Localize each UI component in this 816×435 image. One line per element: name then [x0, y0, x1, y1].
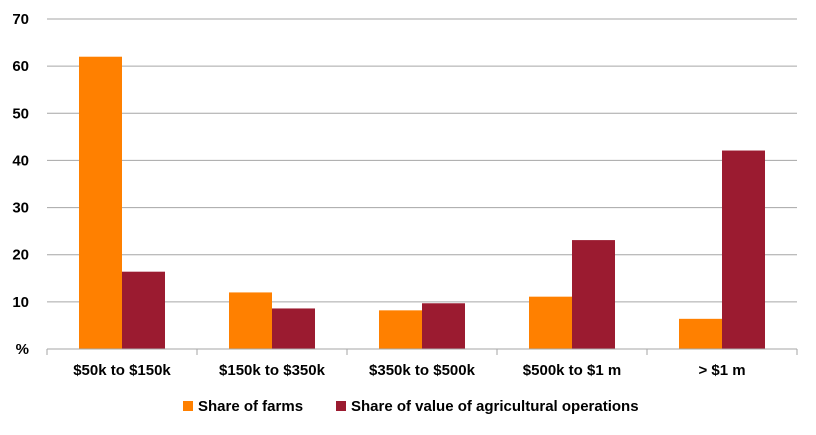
bars [79, 56, 765, 349]
bar-share-of-value-3 [572, 240, 615, 349]
legend-swatch-share-of-farms [183, 401, 193, 411]
legend-label-share-of-value: Share of value of agricultural operation… [351, 398, 639, 415]
bar-share-of-value-2 [422, 303, 465, 349]
y-tick-label: 10 [12, 294, 29, 311]
bar-share-of-farms-2 [379, 310, 422, 349]
x-category-label: $150k to $350k [219, 362, 326, 379]
gridlines [47, 18, 797, 303]
y-axis-ticks: % 10 20 30 40 50 60 70 [12, 11, 29, 358]
bar-share-of-farms-0 [79, 56, 122, 349]
x-category-label: > $1 m [698, 362, 745, 379]
y-tick-label: 50 [12, 105, 29, 122]
y-tick-label: 30 [12, 200, 29, 217]
bar-share-of-farms-3 [529, 296, 572, 349]
x-category-label: $500k to $1 m [523, 362, 621, 379]
x-category-label: $350k to $500k [369, 362, 476, 379]
legend-swatch-share-of-value [336, 401, 346, 411]
bar-share-of-value-1 [272, 308, 315, 349]
y-tick-label: 60 [12, 58, 29, 75]
legend: Share of farms Share of value of agricul… [183, 398, 639, 415]
x-axis: $50k to $150k $150k to $350k $350k to $500… [46, 348, 798, 379]
y-tick-label: % [16, 341, 29, 358]
x-category-label: $50k to $150k [73, 362, 171, 379]
y-tick-label: 40 [12, 152, 29, 169]
y-tick-label: 20 [12, 247, 29, 264]
bar-share-of-value-4 [722, 150, 765, 349]
bar-share-of-farms-4 [679, 318, 722, 349]
y-tick-label: 70 [12, 11, 29, 28]
bar-share-of-farms-1 [229, 292, 272, 349]
legend-label-share-of-farms: Share of farms [198, 398, 303, 415]
bar-share-of-value-0 [122, 271, 165, 349]
